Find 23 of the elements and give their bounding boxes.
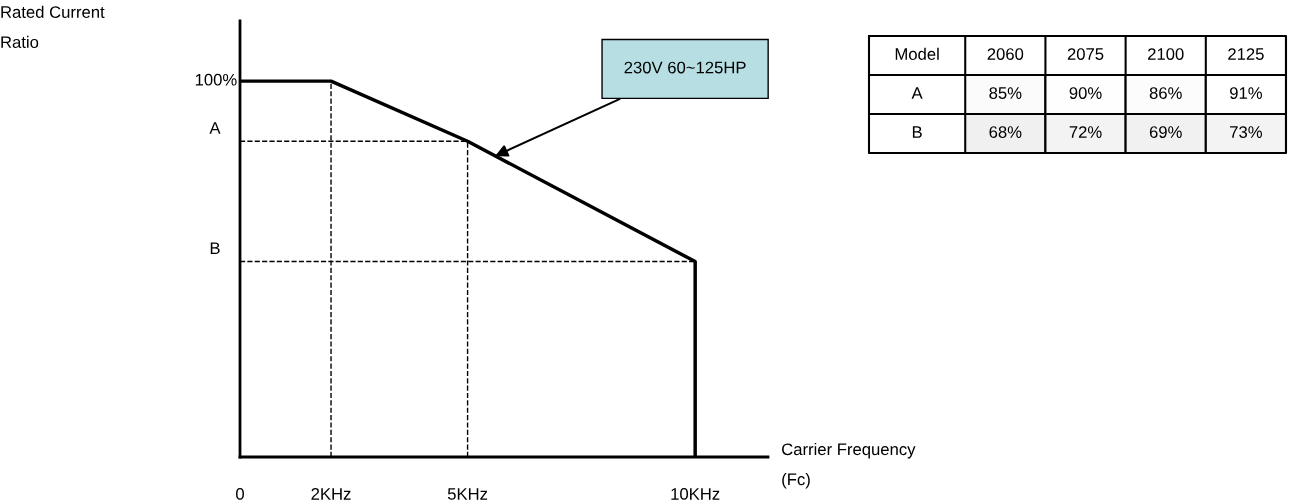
x-tick-label: 2125 bbox=[1228, 48, 1264, 60]
data-label: 73% bbox=[1230, 126, 1262, 138]
annotation: 100% bbox=[195, 73, 237, 86]
data-label: 69% bbox=[1149, 126, 1182, 138]
data-label: 91% bbox=[1230, 87, 1262, 99]
y-axis-title: Rated Current Ratio bbox=[1, 5, 105, 49]
x-tick-label: 2075 bbox=[1067, 48, 1104, 60]
ref-line-label: B bbox=[210, 242, 220, 254]
x-tick-label: 10KHz bbox=[671, 488, 720, 500]
data-label: 90% bbox=[1069, 87, 1102, 99]
data-label: 72% bbox=[1069, 126, 1102, 138]
ref-line-label: A bbox=[209, 122, 221, 134]
x-tick-label: 0 bbox=[236, 488, 244, 500]
x-tick-label: 2100 bbox=[1148, 48, 1184, 60]
x-tick-label: 2060 bbox=[987, 48, 1024, 60]
data-label: 68% bbox=[989, 126, 1022, 138]
x-axis-title: Model bbox=[895, 47, 939, 60]
data-label: 86% bbox=[1149, 87, 1182, 99]
text: 230V 60~125HP bbox=[624, 61, 746, 74]
data-label: 85% bbox=[989, 87, 1022, 99]
x-tick-label: 2KHz bbox=[311, 488, 351, 500]
x-axis-title: Carrier Frequency (Fc) bbox=[782, 442, 916, 489]
x-tick-label: 5KHz bbox=[447, 488, 488, 500]
